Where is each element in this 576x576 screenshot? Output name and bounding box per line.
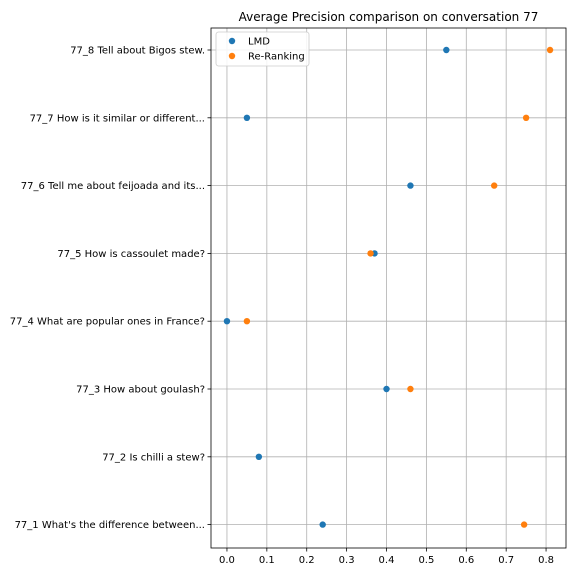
y-tick-label: 77_7 How is it similar or different...: [30, 113, 205, 124]
lmd-point: [255, 453, 263, 460]
lmd-point: [407, 182, 414, 189]
y-tick-label: 77_6 Tell me about feijoada and its...: [21, 181, 205, 192]
re-ranking-point: [491, 182, 498, 189]
re-ranking-point: [243, 318, 251, 325]
plot-frame: [210, 27, 567, 549]
legend-label: Re-Ranking: [248, 52, 305, 63]
grid-lines: [211, 28, 566, 548]
x-tick-label: 0.5: [418, 555, 434, 566]
re-ranking-point: [522, 114, 530, 122]
x-tick-label: 0.4: [379, 555, 395, 566]
re-ranking-point: [407, 385, 414, 393]
x-tick-label: 0.2: [299, 555, 315, 566]
axes: 0.0 0.1 0.2 0.3 0.4 0.5 0.6 0.7 0.8 77_8 Tell abo…: [10, 27, 567, 566]
lmd-point: [383, 385, 390, 393]
y-tick-label: 77_3 How about goulash?: [76, 385, 205, 396]
legend-label: LMD: [248, 37, 270, 48]
lmd-point: [243, 114, 251, 122]
y-tick-label: 77_1 What's the difference between...: [15, 520, 205, 531]
re-ranking-point: [546, 46, 554, 54]
x-tick-label: 0.3: [339, 555, 355, 566]
lmd-point: [319, 521, 326, 528]
lmd-point: [223, 318, 231, 325]
re-ranking-point: [367, 250, 374, 257]
legend-box: [215, 31, 310, 67]
x-tick-label: 0.1: [259, 555, 275, 566]
re-ranking-point: [520, 521, 528, 528]
data-points: [223, 46, 554, 528]
legend: LMD Re-Ranking: [215, 31, 310, 67]
y-tick-label: 77_4 What are popular ones in France?: [10, 317, 205, 328]
y-tick-label: 77_5 How is cassoulet made?: [57, 249, 205, 260]
y-tick-label: 77_2 Is chilli a stew?: [102, 452, 205, 463]
x-tick-label: 0.6: [458, 555, 474, 566]
x-tick-label: 0.8: [538, 555, 554, 566]
y-tick-label: 77_8 Tell about Bigos stew.: [70, 46, 205, 57]
chart-title: Average Precision comparison on conversa…: [239, 10, 539, 24]
legend-marker: [228, 37, 236, 45]
x-tick-label: 0.0: [219, 555, 235, 566]
lmd-point: [443, 46, 450, 54]
legend-marker: [228, 52, 236, 60]
x-tick-label: 0.7: [498, 555, 514, 566]
